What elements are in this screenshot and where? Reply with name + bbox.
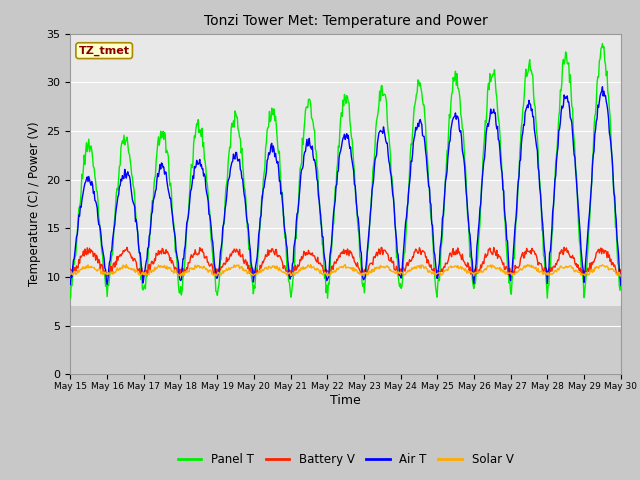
Panel T [617, 282, 625, 288]
Y-axis label: Temperature (C) / Power (V): Temperature (C) / Power (V) [28, 122, 41, 286]
Air T [617, 282, 625, 288]
Line: Air T: Air T [70, 87, 621, 285]
Battery V [134, 268, 141, 274]
Solar V [219, 268, 227, 274]
Bar [70, 306, 621, 374]
Solar V [617, 273, 625, 278]
Solar V [134, 269, 141, 275]
Panel T [189, 160, 196, 166]
Battery V [617, 267, 625, 273]
Solar V [77, 267, 84, 273]
Line: Battery V: Battery V [70, 247, 621, 276]
Legend: Panel T, Battery V, Air T, Solar V: Panel T, Battery V, Air T, Solar V [173, 448, 518, 471]
Panel T [324, 295, 332, 301]
Solar V [190, 266, 198, 272]
Panel T [67, 295, 74, 301]
Solar V [413, 263, 421, 269]
Battery V [219, 264, 227, 269]
Battery V [560, 244, 568, 250]
Text: TZ_tmet: TZ_tmet [79, 46, 130, 56]
Panel T [413, 90, 421, 96]
Air T [67, 282, 74, 288]
Air T [133, 224, 141, 229]
Panel T [133, 222, 141, 228]
Panel T [429, 244, 437, 250]
Solar V [429, 269, 437, 275]
Battery V [67, 266, 74, 272]
Panel T [218, 243, 226, 249]
Title: Tonzi Tower Met: Temperature and Power: Tonzi Tower Met: Temperature and Power [204, 14, 488, 28]
Air T [598, 84, 606, 90]
Battery V [413, 249, 421, 254]
Air T [218, 240, 226, 245]
X-axis label: Time: Time [330, 394, 361, 407]
Air T [429, 223, 436, 228]
Air T [77, 204, 84, 209]
Air T [189, 173, 196, 179]
Battery V [190, 251, 198, 257]
Battery V [104, 273, 112, 279]
Panel T [598, 41, 606, 47]
Solar V [616, 273, 624, 279]
Battery V [77, 253, 84, 259]
Line: Panel T: Panel T [70, 44, 621, 298]
Line: Solar V: Solar V [70, 264, 621, 276]
Air T [413, 127, 420, 133]
Solar V [122, 262, 130, 267]
Solar V [67, 271, 74, 276]
Battery V [429, 268, 437, 274]
Panel T [77, 200, 84, 206]
